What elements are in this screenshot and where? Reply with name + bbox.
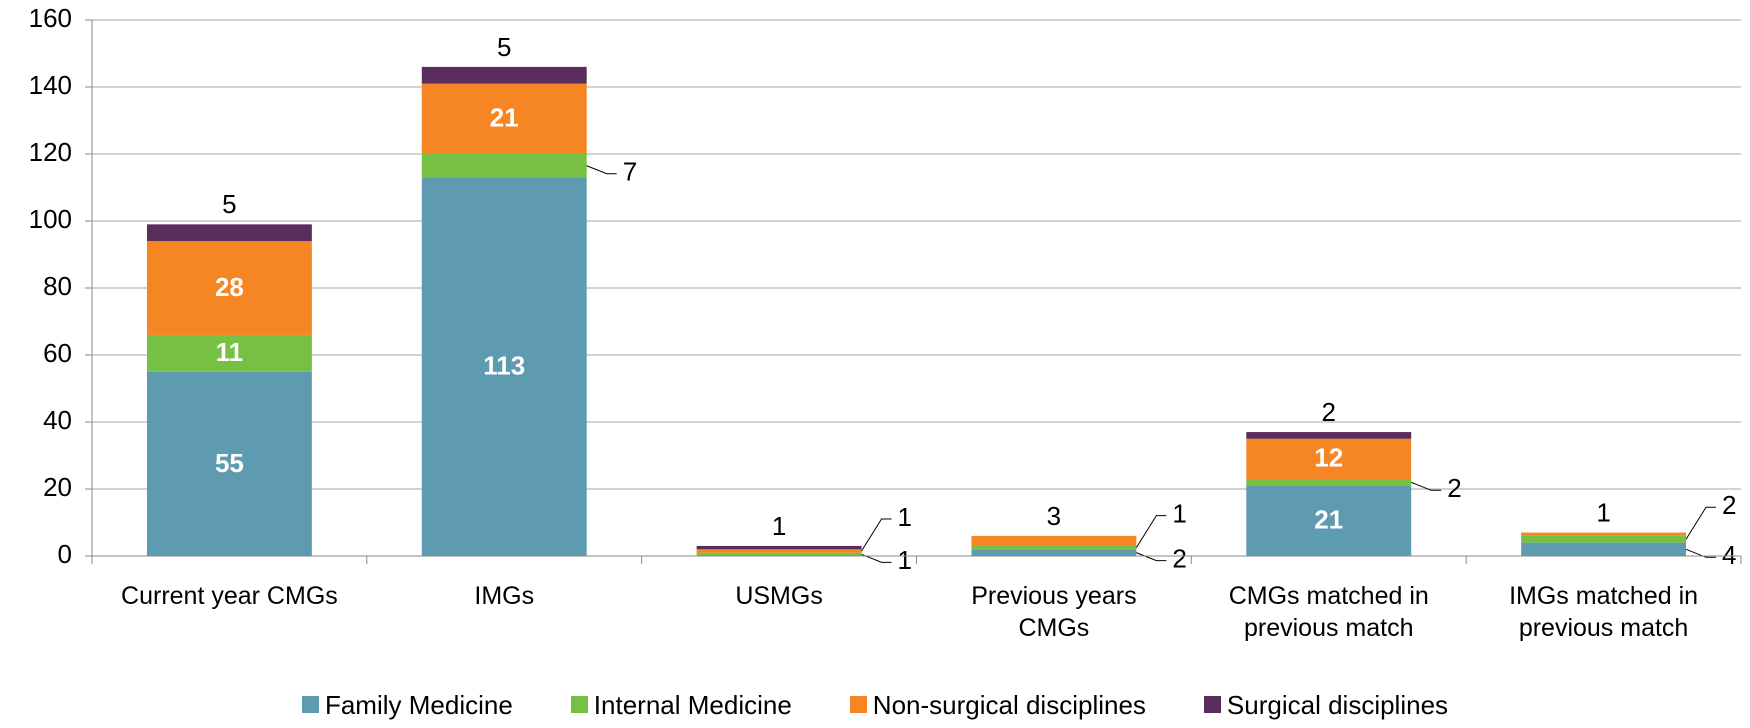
legend-label: Internal Medicine [593,690,792,720]
value-label: 5 [497,32,511,62]
bar-segment [971,545,1137,550]
value-label: 1 [898,545,912,575]
value-label: 2 [1447,473,1461,503]
legend-label: Family Medicine [324,690,513,720]
bar-segment [421,66,587,84]
legend-item: Non-surgical disciplines [849,690,1146,721]
y-tick-label: 120 [29,137,72,167]
callout-line [1411,481,1442,491]
x-tick-label: Current year CMGs [121,582,338,610]
bar-segment [696,552,862,556]
callout-line [1685,506,1717,540]
value-label: 2 [1322,397,1336,427]
bar-segment [1521,542,1687,556]
legend-swatch [1203,696,1221,713]
value-label: 1 [772,511,786,541]
y-tick-label: 160 [29,3,72,33]
bar-segment [146,371,312,556]
x-tick-label: USMGs [735,582,823,610]
value-label: 1 [898,502,912,532]
bar-segment [146,241,312,335]
callout-line [861,553,892,563]
legend: Family Medicine Internal Medicine Non-surg… [0,690,1750,721]
bar-segment [421,177,587,556]
value-label: 2 [1172,544,1186,574]
callout-line [1135,515,1167,548]
value-label: 5 [222,189,236,219]
value-label: 28 [215,272,244,302]
x-tick-label: CMGs matched in previous match [1228,582,1429,642]
callout-line [586,165,617,175]
legend-item: Internal Medicine [570,690,792,721]
legend-swatch [570,696,588,713]
bar-segment [1521,535,1687,543]
bar-segment [1521,532,1687,536]
y-tick-label: 100 [29,204,72,234]
callout-line [1136,552,1167,562]
callout-line [861,518,892,552]
bar-segment [1246,438,1412,479]
y-tick-label: 0 [58,539,72,569]
legend-swatch [849,696,867,713]
y-tick-label: 60 [43,338,72,368]
legend-label: Surgical disciplines [1226,690,1449,720]
value-label: 55 [215,448,244,478]
y-tick-label: 80 [43,271,72,301]
bar-segment [1246,478,1412,486]
value-label: 7 [623,157,637,187]
value-label: 1 [1172,499,1186,529]
bar-segment [1246,485,1412,556]
bar-segment [696,545,862,550]
bar-segment [146,224,312,242]
y-tick-label: 40 [43,405,72,435]
value-label: 2 [1722,490,1736,520]
callout-line [1685,548,1717,558]
legend-item: Surgical disciplines [1203,690,1449,721]
bar-segment [1246,432,1412,439]
bar-segment [696,549,862,553]
value-label: 1 [1596,497,1610,527]
bar-segment [971,549,1137,556]
bar-segment [421,154,587,178]
x-tick-label: IMGs matched in previous match [1509,582,1699,642]
legend-item: Family Medicine [301,690,513,721]
y-tick-label: 20 [43,472,72,502]
value-label: 21 [490,103,519,133]
value-label: 11 [216,337,244,367]
value-label: 3 [1047,501,1061,531]
value-label: 4 [1722,540,1736,570]
x-tick-label: IMGs [474,582,535,610]
legend-label: Non-surgical disciplines [872,690,1146,720]
legend-swatch [301,696,319,713]
y-tick-label: 140 [29,70,72,100]
bar-segment [421,83,587,154]
bar-segment [146,334,312,372]
x-tick-label: Previous years CMGs [971,582,1137,642]
value-label: 113 [483,351,525,381]
value-label: 12 [1314,443,1343,473]
value-label: 21 [1314,505,1343,535]
bar-segment [971,535,1137,546]
